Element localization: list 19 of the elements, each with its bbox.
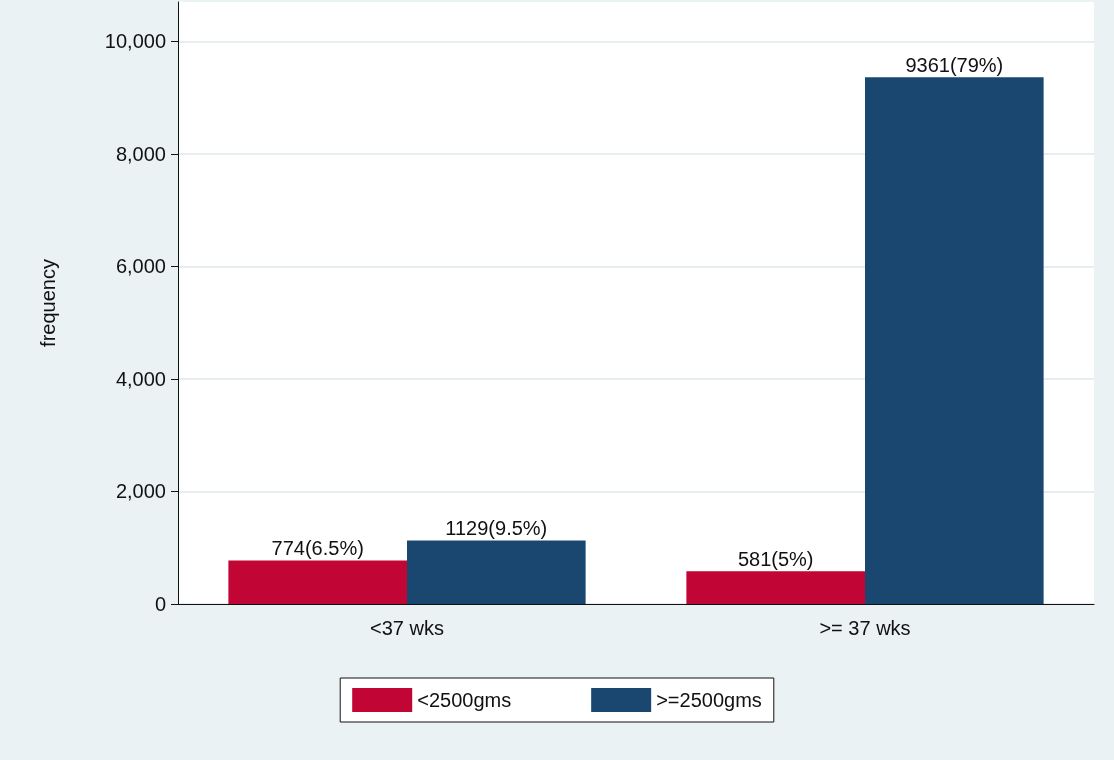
y-tick-label: 6,000 (115, 255, 166, 278)
legend-label: <2500gms (417, 689, 512, 711)
legend-label: >=2500gms (656, 689, 762, 711)
bar (407, 540, 586, 604)
data-label: 9361(79%) (905, 54, 1004, 77)
y-tick-label: 0 (154, 593, 166, 615)
x-tick-label: >= 37 wks (819, 617, 911, 639)
x-tick-label: <37 wks (370, 617, 444, 639)
bar (228, 560, 407, 604)
y-tick-label: 2,000 (115, 480, 166, 503)
data-label: 1129(9.5%) (445, 517, 548, 540)
data-label: 581(5%) (737, 548, 814, 571)
bar (686, 571, 865, 604)
y-tick-label: 10,000 (104, 30, 166, 53)
y-tick-label: 4,000 (115, 367, 166, 390)
y-axis-title: frequency (37, 259, 59, 347)
y-tick-label: 8,000 (115, 142, 166, 165)
data-label: 774(6.5%) (271, 537, 364, 560)
bar (865, 77, 1044, 604)
